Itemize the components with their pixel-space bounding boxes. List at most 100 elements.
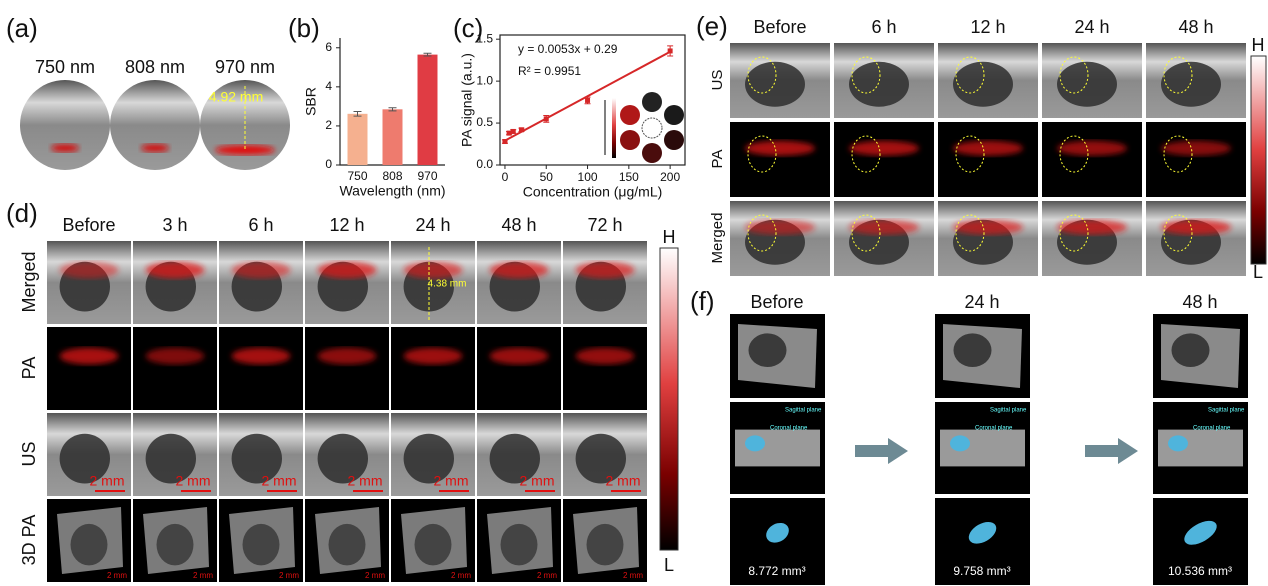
tumor — [748, 333, 787, 368]
image-bg — [219, 327, 303, 410]
image-bg — [834, 122, 934, 197]
image-bg — [305, 327, 389, 410]
point — [502, 139, 508, 145]
panel-label: (c) — [453, 13, 483, 43]
pa-signal — [145, 261, 205, 279]
scale-bar-label: 2 mm — [365, 571, 385, 580]
panel-label: (d) — [6, 198, 38, 228]
x-tick-label: 750 — [347, 169, 367, 183]
roi-outline — [747, 214, 777, 252]
scale-bar-label: 2 mm — [193, 571, 213, 580]
image-pa — [305, 327, 389, 410]
tumor-3d — [745, 435, 765, 452]
x-tick-label: 808 — [382, 169, 402, 183]
x-axis-label: Wavelength (nm) — [339, 183, 445, 199]
scale-bar-label: 2 mm — [451, 571, 471, 580]
x-tick-label: 0 — [502, 170, 509, 184]
image-us — [563, 413, 647, 496]
tumor — [70, 523, 108, 566]
roi-outline — [1163, 135, 1193, 173]
tumor — [403, 433, 454, 484]
pa-signal — [745, 219, 815, 235]
point — [667, 48, 673, 54]
pa-signal — [489, 347, 549, 365]
image-pa — [133, 327, 217, 410]
colorbar-d — [659, 247, 679, 551]
pa-signal — [403, 347, 463, 365]
image-merged — [834, 201, 934, 276]
tumor — [953, 333, 992, 368]
volume-label: 9.758 mm³ — [953, 564, 1010, 578]
image-us — [133, 413, 217, 496]
tumor — [953, 61, 1013, 107]
column-header: Before — [750, 292, 803, 312]
roi-outline — [851, 56, 881, 94]
image-merged — [219, 241, 303, 324]
image-fslice — [935, 402, 1030, 494]
panel-label: (f) — [690, 286, 715, 316]
image-merged — [563, 241, 647, 324]
image-bg — [938, 122, 1038, 197]
tumor-3d — [1184, 520, 1217, 545]
tumor — [849, 61, 909, 107]
column-header: 12 h — [970, 17, 1005, 37]
image-fslice — [1153, 402, 1248, 494]
scale-bar-label: 2 mm — [537, 571, 557, 580]
image-pa — [47, 327, 131, 410]
image-merged — [1042, 201, 1142, 276]
image-pa — [391, 327, 475, 410]
column-header: 970 nm — [215, 57, 275, 77]
image-us — [47, 413, 131, 496]
image-bg — [47, 327, 131, 410]
pa-signal — [1057, 140, 1127, 156]
roi-outline — [1163, 56, 1193, 94]
tumor — [145, 433, 196, 484]
column-header: 24 h — [1074, 17, 1109, 37]
scale-bar-label: 2 mm — [520, 473, 555, 489]
y-tick-label: 0.0 — [476, 157, 493, 171]
roi-outline — [851, 135, 881, 173]
point — [518, 127, 524, 133]
x-axis-label: Concentration (μg/mL) — [523, 184, 663, 200]
panel-c-inset — [604, 92, 684, 163]
row-label: PA — [709, 150, 726, 169]
image-fvol — [935, 498, 1030, 585]
image-pa — [1042, 122, 1142, 197]
pa-signal — [231, 347, 291, 365]
image-merged — [477, 241, 561, 324]
pa-signal — [745, 140, 815, 156]
roi-outline — [1059, 56, 1089, 94]
row-label: Merged — [19, 251, 39, 312]
row-label: PA — [19, 357, 39, 380]
y-tick-label: 1.5 — [476, 31, 493, 45]
column-header: 48 h — [1178, 17, 1213, 37]
plane-label: Coronal plane — [770, 426, 808, 432]
scale-bar-label: 2 mm — [176, 473, 211, 489]
image-3d — [391, 499, 475, 582]
x-tick-label: 100 — [578, 170, 598, 184]
column-header: 6 h — [871, 17, 896, 37]
image-us — [391, 413, 475, 496]
image-pa — [477, 327, 561, 410]
annotation: 4.92 mm — [209, 89, 263, 105]
point — [543, 116, 549, 122]
image-3d — [47, 499, 131, 582]
tumor — [1161, 61, 1221, 107]
annotation: 4.38 mm — [428, 279, 467, 290]
scale-bar-label: 2 mm — [90, 473, 125, 489]
colorbar-high: H — [1252, 35, 1265, 55]
y-tick-label: 1.0 — [476, 73, 493, 87]
fit-equation: y = 0.0053x + 0.29 — [518, 42, 618, 56]
image-fvol — [1153, 498, 1248, 585]
tumor — [1057, 61, 1117, 107]
column-header: 808 nm — [125, 57, 185, 77]
scale-bar-label: 2 mm — [434, 473, 469, 489]
image-bg — [1042, 122, 1142, 197]
bar — [382, 109, 403, 165]
tumor — [500, 523, 538, 566]
point — [585, 97, 591, 103]
colorbar-high: H — [663, 227, 676, 247]
column-header: Before — [753, 17, 806, 37]
column-header: 72 h — [587, 215, 622, 235]
scale-bar-label: 2 mm — [279, 571, 299, 580]
